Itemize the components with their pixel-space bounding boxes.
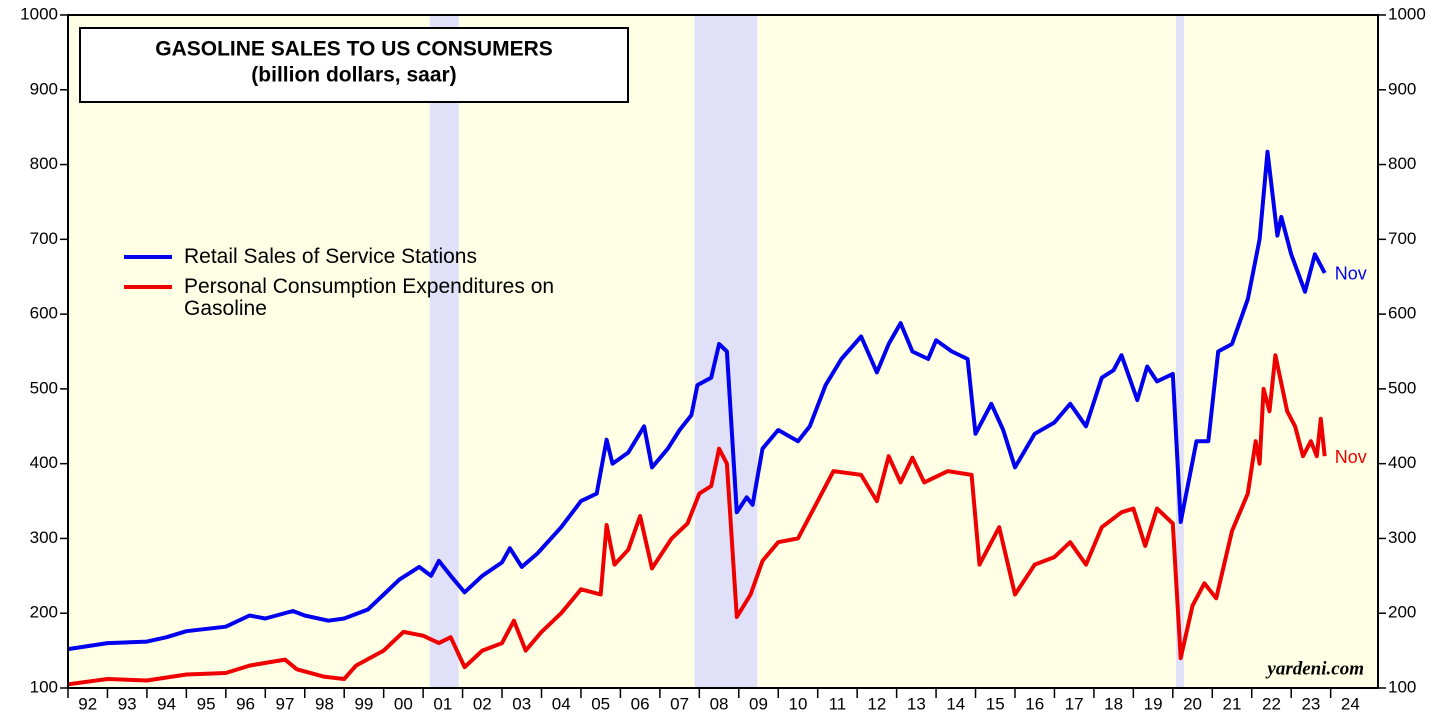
x-tick-label: 16 <box>1025 694 1044 713</box>
y-tick-label: 1000 <box>20 4 58 23</box>
x-tick-label: 98 <box>315 694 334 713</box>
x-tick-label: 24 <box>1341 694 1360 713</box>
x-tick-label: 96 <box>236 694 255 713</box>
end-label: Nov <box>1335 264 1367 284</box>
source: yardeni.com <box>1265 658 1364 679</box>
recession-band <box>429 15 459 688</box>
x-tick-label: 06 <box>631 694 650 713</box>
series-line <box>67 353 1327 687</box>
x-tick-label: 92 <box>78 694 97 713</box>
x-tick-label: 07 <box>670 694 689 713</box>
y-tick-label: 500 <box>30 378 58 397</box>
y-tick-label: 800 <box>30 154 58 173</box>
x-tick-label: 15 <box>986 694 1005 713</box>
series-line <box>67 149 1327 652</box>
legend-swatch <box>124 255 172 259</box>
x-tick-label: 10 <box>789 694 808 713</box>
y2-tick-label: 200 <box>1388 603 1416 622</box>
x-tick-label: 14 <box>946 694 965 713</box>
y-tick-label: 100 <box>30 677 58 696</box>
y2-tick-label: 600 <box>1388 304 1416 323</box>
legend-label: Personal Consumption Expenditures on Gas… <box>184 275 555 320</box>
legend-swatch <box>124 285 172 289</box>
y2-tick-label: 400 <box>1388 453 1416 472</box>
y2-tick-label: 900 <box>1388 79 1416 98</box>
y-tick-label: 700 <box>30 229 58 248</box>
x-tick-label: 03 <box>512 694 531 713</box>
x-tick-label: 19 <box>1144 694 1163 713</box>
x-tick-label: 94 <box>157 694 176 713</box>
y2-tick-label: 100 <box>1388 677 1416 696</box>
title-box <box>79 27 629 103</box>
x-tick-label: 02 <box>473 694 492 713</box>
x-tick-label: 01 <box>433 694 452 713</box>
recession-band <box>1175 15 1184 688</box>
y-tick-label: 600 <box>30 304 58 323</box>
x-tick-label: 99 <box>354 694 373 713</box>
shaded-bands <box>429 15 1184 688</box>
x-tick-label: 97 <box>276 694 295 713</box>
x-tick-label: 18 <box>1104 694 1123 713</box>
y-tick-label: 400 <box>30 453 58 472</box>
x-tick-label: 04 <box>552 694 571 713</box>
y-tick-label: 300 <box>30 528 58 547</box>
x-tick-label: 21 <box>1223 694 1242 713</box>
y2-tick-label: 700 <box>1388 229 1416 248</box>
x-tick-label: 20 <box>1183 694 1202 713</box>
x-tick-label: 93 <box>118 694 137 713</box>
chart-subtitle: (billion dollars, saar) <box>251 64 456 87</box>
x-tick-label: 17 <box>1065 694 1084 713</box>
end-label: Nov <box>1335 447 1367 467</box>
y2-tick-label: 1000 <box>1388 4 1426 23</box>
plot-frame <box>67 14 1379 689</box>
x-tick-label: 23 <box>1301 694 1320 713</box>
y2-tick-label: 500 <box>1388 378 1416 397</box>
x-tick-label: 12 <box>867 694 886 713</box>
legend-label: Retail Sales of Service Stations <box>184 245 477 268</box>
chart-title: GASOLINE SALES TO US CONSUMERS <box>155 38 553 61</box>
x-tick-label: 13 <box>907 694 926 713</box>
x-tick-label: 08 <box>710 694 729 713</box>
x-tick-label: 95 <box>197 694 216 713</box>
x-tick-label: 11 <box>829 694 847 713</box>
y-tick-label: 900 <box>30 79 58 98</box>
x-tick-label: 22 <box>1262 694 1281 713</box>
y2-tick-label: 300 <box>1388 528 1416 547</box>
x-tick-label: 05 <box>591 694 610 713</box>
x-tick-label: 00 <box>394 694 413 713</box>
x-tick-label: 09 <box>749 694 768 713</box>
y2-tick-label: 800 <box>1388 154 1416 173</box>
lines <box>67 149 1327 687</box>
y-tick-label: 200 <box>30 603 58 622</box>
